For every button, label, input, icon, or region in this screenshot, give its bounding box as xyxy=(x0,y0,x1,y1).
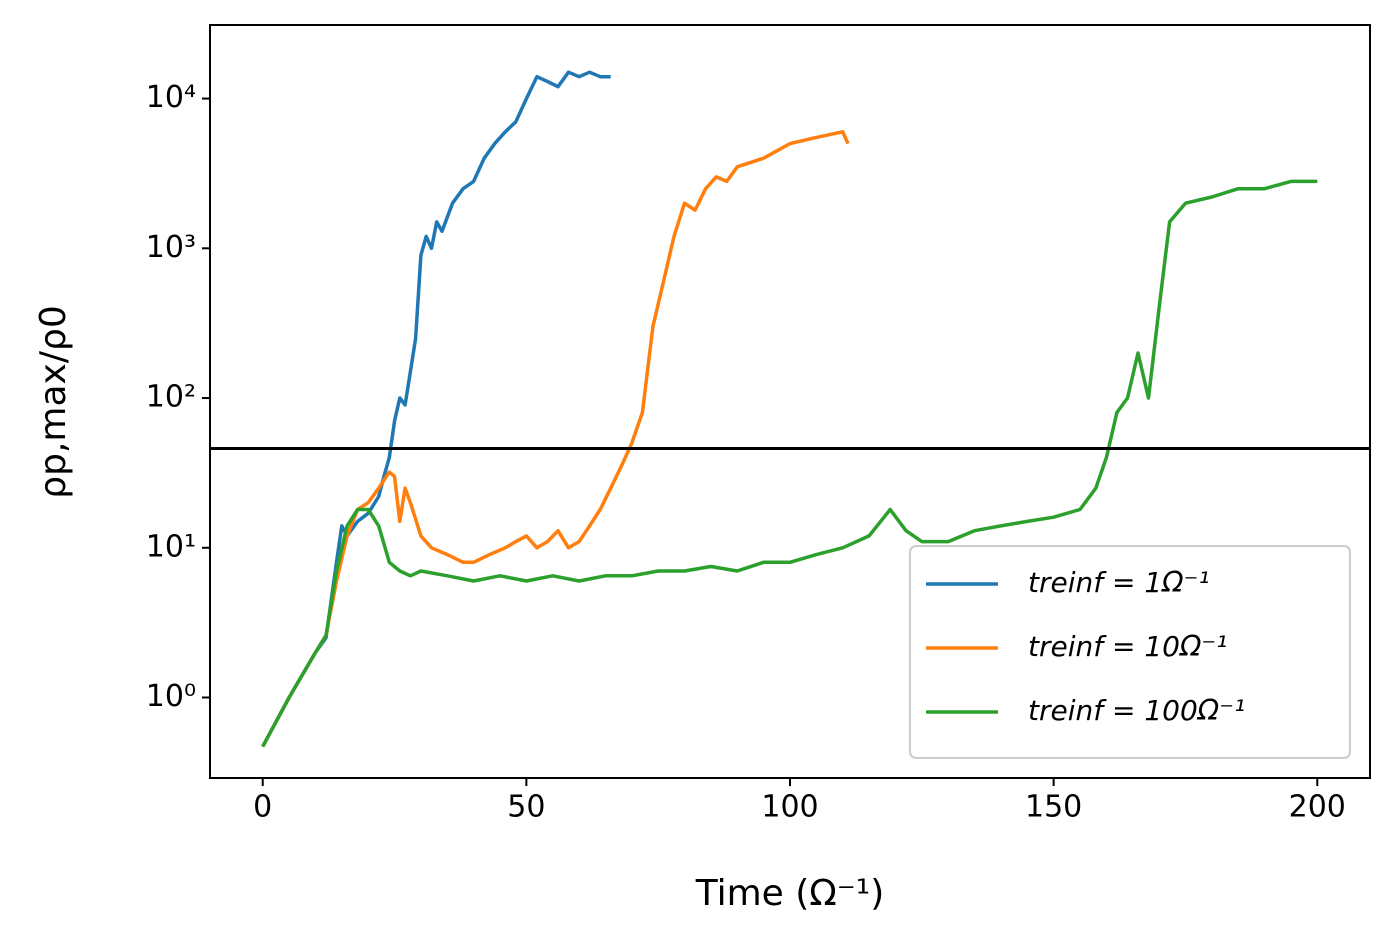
y-tick-label: 10³ xyxy=(146,230,196,265)
y-tick-label: 10⁰ xyxy=(146,679,196,714)
x-tick-label: 0 xyxy=(253,790,272,825)
y-tick-label: 10⁴ xyxy=(146,80,196,115)
x-tick-label: 150 xyxy=(1025,790,1082,825)
legend-label: treinf = 10Ω⁻¹ xyxy=(1028,630,1227,663)
legend-label: treinf = 1Ω⁻¹ xyxy=(1028,566,1210,599)
legend-label: treinf = 100Ω⁻¹ xyxy=(1028,694,1245,727)
x-tick-label: 200 xyxy=(1289,790,1346,825)
legend-box xyxy=(909,545,1351,759)
x-tick-label: 50 xyxy=(507,790,545,825)
y-axis-label: ρp,max/ρ0 xyxy=(33,305,74,498)
data-line xyxy=(261,130,850,748)
x-axis-label: Time (Ω⁻¹) xyxy=(695,873,885,914)
data-line xyxy=(261,179,1318,748)
y-tick-label: 10¹ xyxy=(146,529,196,564)
data-line xyxy=(261,70,611,748)
y-tick-label: 10² xyxy=(146,380,196,415)
x-tick-label: 100 xyxy=(761,790,818,825)
